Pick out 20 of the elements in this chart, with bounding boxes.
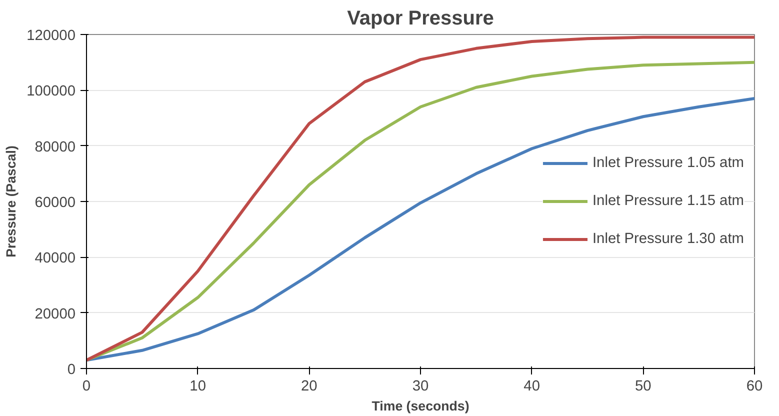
y-tick-label: 60000	[34, 195, 76, 211]
y-tick-label: 0	[67, 362, 76, 378]
chart-title: Vapor Pressure	[347, 8, 494, 30]
y-axis-title: Pressure (Pascal)	[4, 146, 19, 258]
x-axis-title: Time (seconds)	[372, 398, 470, 414]
legend-label: Inlet Pressure 1.05 atm	[592, 155, 744, 171]
x-tick-label: 10	[190, 378, 206, 394]
y-tick-label: 40000	[34, 250, 76, 267]
x-tick-label: 40	[524, 378, 540, 394]
legend-label: Inlet Pressure 1.15 atm	[592, 193, 744, 209]
x-tick-label: 0	[82, 378, 91, 394]
x-tick-label: 30	[412, 378, 429, 394]
y-tick-label: 20000	[34, 306, 76, 322]
y-tick-label: 100000	[26, 84, 76, 100]
x-tick-label: 60	[746, 378, 763, 394]
y-tick-label: 120000	[26, 28, 76, 44]
legend-label: Inlet Pressure 1.30 atm	[592, 231, 744, 247]
x-tick-label: 20	[301, 378, 318, 394]
x-tick-label: 50	[635, 378, 652, 394]
y-tick-label: 80000	[34, 139, 76, 156]
